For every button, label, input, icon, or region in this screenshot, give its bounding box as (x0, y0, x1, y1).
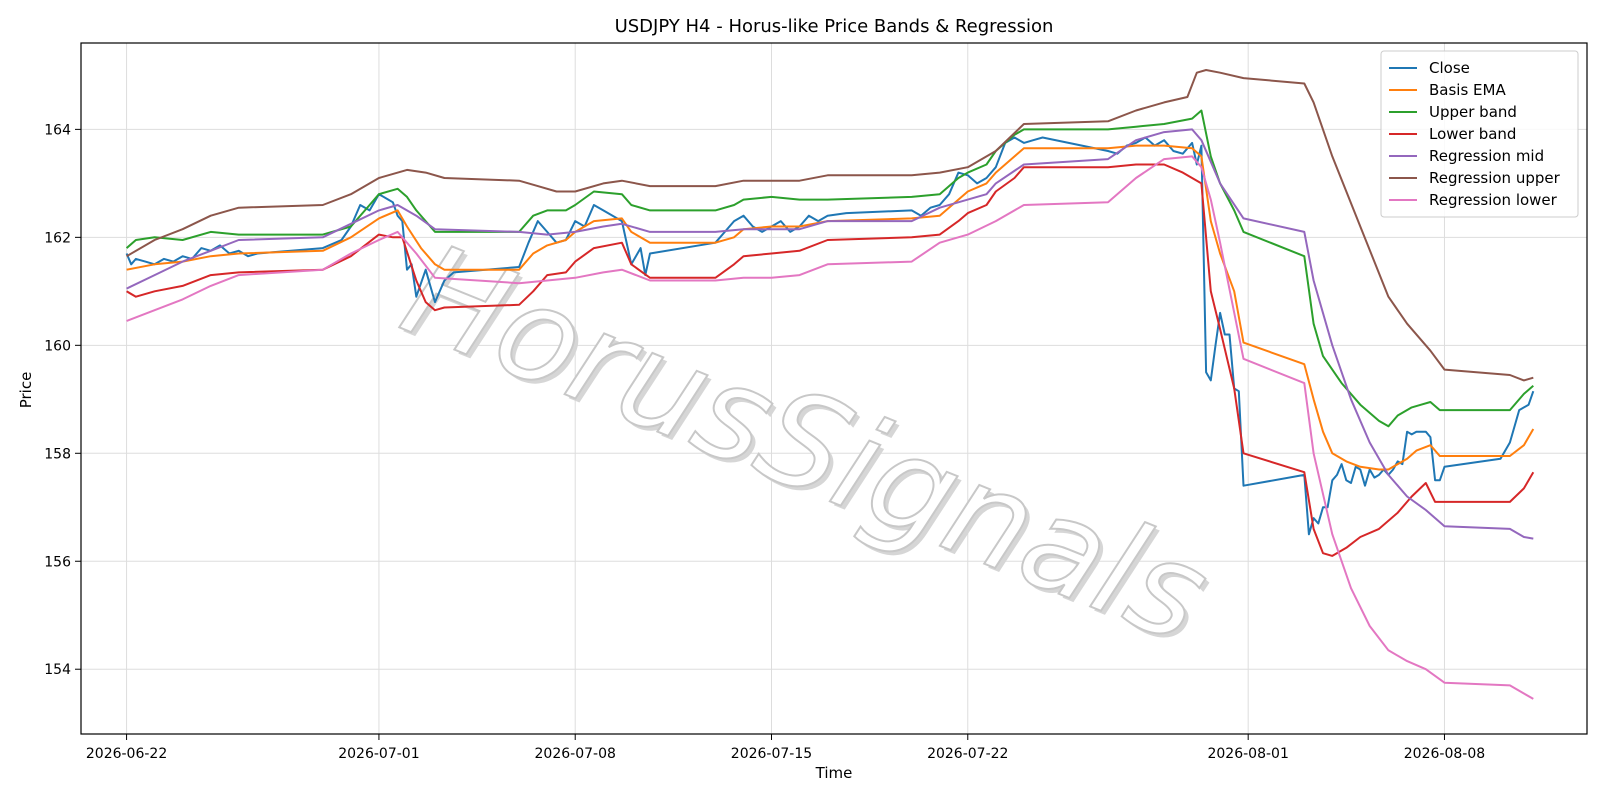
legend-label: Lower band (1429, 125, 1516, 143)
x-tick-label: 2026-08-01 (1207, 746, 1288, 762)
legend-label: Regression upper (1429, 169, 1561, 187)
y-axis-ticks: 154 156 158 160 162 164 (44, 122, 81, 678)
y-tick-label: 156 (44, 554, 71, 570)
x-axis-title: Time (815, 764, 853, 782)
x-tick-label: 2026-07-08 (535, 746, 616, 762)
legend-label: Close (1429, 59, 1470, 77)
chart-title: USDJPY H4 - Horus-like Price Bands & Reg… (615, 16, 1054, 37)
y-tick-label: 160 (44, 338, 71, 354)
legend: Close Basis EMA Upper band Lower band Regres… (1380, 50, 1579, 218)
plot-frame (80, 42, 1588, 735)
legend-label: Regression mid (1429, 147, 1544, 165)
legend-box (1380, 50, 1579, 218)
legend-label: Basis EMA (1429, 81, 1506, 99)
x-tick-label: 2026-06-22 (86, 746, 167, 762)
x-tick-label: 2026-07-01 (338, 746, 419, 762)
x-tick-label: 2026-08-08 (1404, 746, 1485, 762)
y-tick-label: 158 (44, 446, 71, 462)
series-line-basis-ema (126, 144, 1535, 471)
series-line-regression-lower (126, 155, 1534, 700)
series-line-upper-band (125, 109, 1534, 428)
legend-label: Upper band (1429, 103, 1517, 121)
series-layer (125, 69, 1535, 700)
series-line-close (125, 136, 1535, 536)
legend-label: Regression lower (1429, 191, 1558, 209)
x-tick-label: 2026-07-22 (927, 746, 1008, 762)
series-line-lower-band (126, 163, 1535, 557)
y-axis-title: Price (17, 372, 35, 409)
y-tick-label: 154 (44, 662, 71, 678)
x-axis-ticks: 2026-06-22 2026-07-01 2026-07-08 2026-07-15… (86, 734, 1485, 762)
y-tick-label: 164 (44, 122, 71, 138)
x-tick-label: 2026-07-15 (731, 746, 812, 762)
grid-layer (81, 43, 1587, 734)
series-line-regression-upper (126, 69, 1534, 382)
series-line-regression-mid (126, 128, 1534, 540)
y-tick-label: 162 (44, 230, 71, 246)
